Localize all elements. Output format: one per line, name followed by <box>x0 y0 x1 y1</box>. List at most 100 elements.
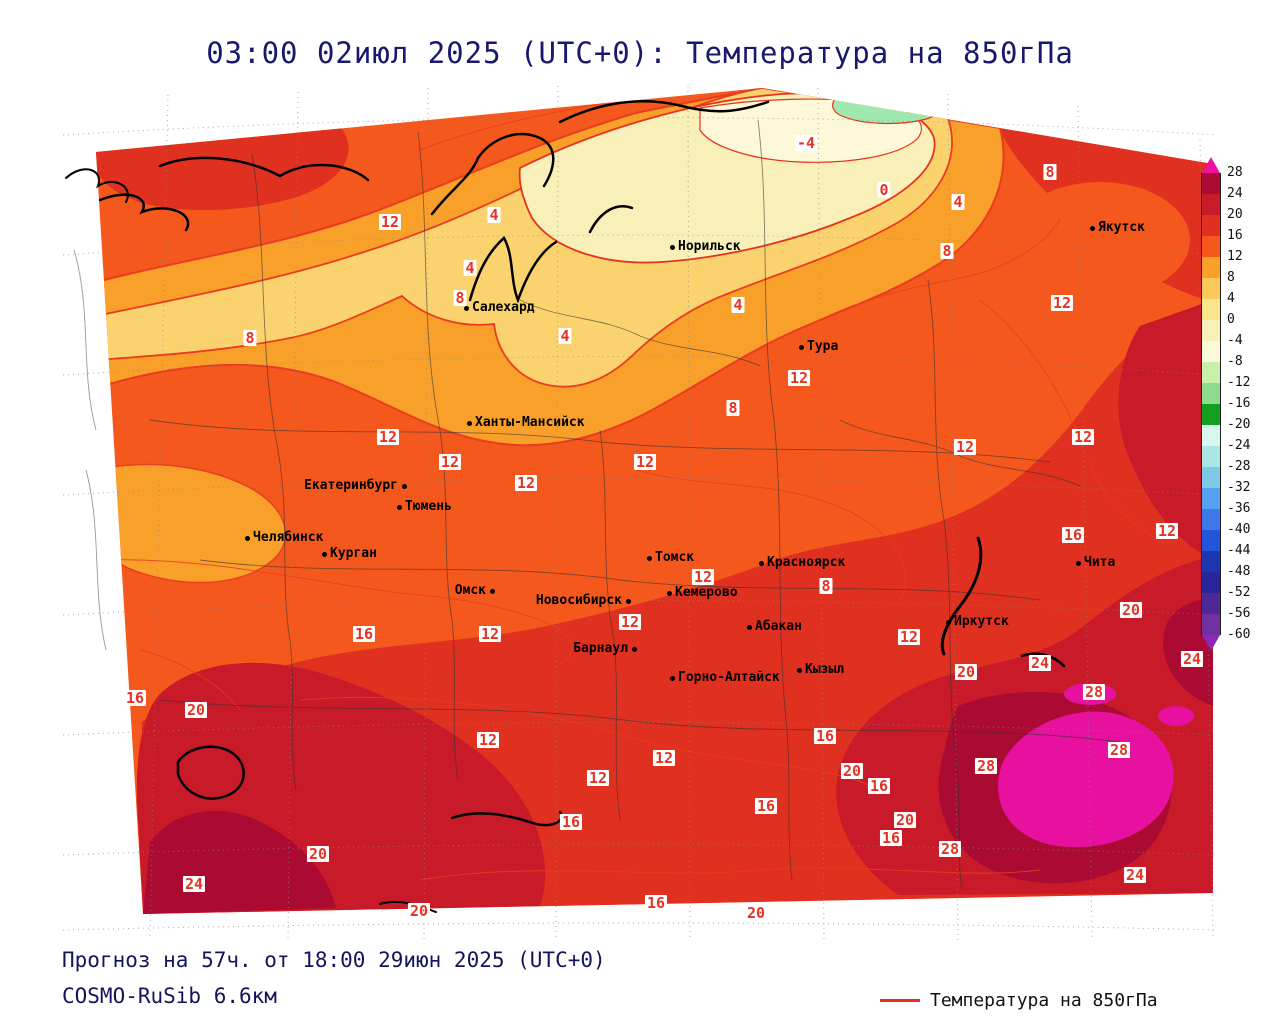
city-dot-icon <box>1075 560 1081 566</box>
admin-borders-layer <box>149 119 1121 891</box>
white-sea-coast <box>98 193 190 232</box>
contour-label: 16 <box>754 797 778 815</box>
page-title: 03:00 02июл 2025 (UTC+0): Температура на… <box>206 36 1074 70</box>
contour-label: 28 <box>938 840 962 858</box>
city-dot-icon <box>669 675 675 681</box>
colorbar-arrow-down-icon <box>1202 635 1220 651</box>
legend-line-sample <box>880 999 920 1002</box>
colorbar-tick-label: -16 <box>1227 396 1251 411</box>
colorbar-tick-label: 4 <box>1227 291 1235 306</box>
city-label: Тюмень <box>405 499 452 514</box>
contour-label: 12 <box>438 453 462 471</box>
contour-label: 20 <box>306 845 330 863</box>
contour-label: 20 <box>840 762 864 780</box>
city-label: Кызыл <box>805 662 845 677</box>
contour-label: 20 <box>1119 601 1143 619</box>
colorbar-tick-label: 16 <box>1227 228 1243 243</box>
city-label: Томск <box>655 550 695 565</box>
colorbar-segment <box>1202 236 1220 257</box>
contour-label: 4 <box>951 193 965 211</box>
contour-label: 4 <box>487 206 501 224</box>
contour-label: 16 <box>813 727 837 745</box>
city-dot-icon <box>646 555 652 561</box>
colorbar-segment <box>1202 509 1220 530</box>
city-dot-icon <box>1089 225 1095 231</box>
contour-label: 8 <box>726 399 740 417</box>
colorbar-tick-label: 20 <box>1227 207 1243 222</box>
colorbar-tick-label: -4 <box>1227 333 1243 348</box>
contour-label: 8 <box>819 577 833 595</box>
contour-label: 8 <box>940 242 954 260</box>
colorbar-tick-label: -12 <box>1227 375 1251 390</box>
colorbar-tick-label: -20 <box>1227 417 1251 432</box>
contour-label: 12 <box>478 625 502 643</box>
contour-label: 12 <box>514 474 538 492</box>
colorbar-segment <box>1202 551 1220 572</box>
contour-label: 8 <box>1043 163 1057 181</box>
city-dot-icon <box>798 344 804 350</box>
city-dot-icon <box>669 244 675 250</box>
colorbar-segment <box>1202 362 1220 383</box>
ob-estuary <box>468 236 558 304</box>
city-dot-icon <box>625 598 631 604</box>
contour-label: 8 <box>243 329 257 347</box>
contour-label: 20 <box>893 811 917 829</box>
colorbar-segment <box>1202 320 1220 341</box>
city-label: Салехард <box>472 300 535 315</box>
colorbar-tick-label: 28 <box>1227 165 1243 180</box>
colorbar-tick-label: -48 <box>1227 564 1251 579</box>
taz-estuary <box>588 205 634 234</box>
colorbar-tick-label: -28 <box>1227 459 1251 474</box>
contour-label: 20 <box>184 701 208 719</box>
colorbar-tick-label: -52 <box>1227 585 1251 600</box>
colorbar-segment <box>1202 593 1220 614</box>
contour-label: 24 <box>1123 866 1147 884</box>
model-info-text: COSMO-RuSib 6.6км <box>62 984 277 1008</box>
coastline-layer <box>98 100 1066 827</box>
city-dot-icon <box>758 560 764 566</box>
colorbar-segment <box>1202 488 1220 509</box>
city-dot-icon <box>945 619 951 625</box>
colorbar-segment <box>1202 404 1220 425</box>
contour-label: 12 <box>586 769 610 787</box>
contour-label: 12 <box>652 749 676 767</box>
city-dot-icon <box>321 551 327 557</box>
contour-label: 24 <box>1180 650 1204 668</box>
contour-label: 28 <box>1107 741 1131 759</box>
kara-sea-coast <box>558 100 770 124</box>
contour-label: 8 <box>453 289 467 307</box>
city-label: Екатеринбург <box>304 478 398 493</box>
contour-label: 12 <box>1050 294 1074 312</box>
nw-coastline <box>158 156 370 182</box>
city-label: Ханты-Мансийск <box>475 415 585 430</box>
outside-domain-borders <box>73 249 107 651</box>
city-label: Иркутск <box>954 614 1009 629</box>
colorbar-segment <box>1202 425 1220 446</box>
colorbar-arrow-up-icon <box>1202 157 1220 173</box>
colorbar-tick-label: -8 <box>1227 354 1243 369</box>
colorbar-segments <box>1201 173 1221 635</box>
colorbar-segment <box>1202 257 1220 278</box>
city-dot-icon <box>466 420 472 426</box>
colorbar-tick-label: -44 <box>1227 543 1251 558</box>
city-label: Курган <box>330 546 377 561</box>
city-dot-icon <box>396 504 402 510</box>
colorbar-tick-label: -60 <box>1227 627 1251 642</box>
city-dot-icon <box>746 624 752 630</box>
city-label: Якутск <box>1098 220 1145 235</box>
colorbar-tick-label: -36 <box>1227 501 1251 516</box>
colorbar-segment <box>1202 383 1220 404</box>
contour-label: 20 <box>407 902 431 920</box>
colorbar-segment <box>1202 572 1220 593</box>
contour-label: 4 <box>463 259 477 277</box>
contour-label: 0 <box>877 181 891 199</box>
city-dot-icon <box>631 646 637 652</box>
colorbar-tick-label: 0 <box>1227 312 1235 327</box>
contour-label: -4 <box>794 134 818 152</box>
contour-label: 16 <box>1061 526 1085 544</box>
contour-label: 12 <box>897 628 921 646</box>
city-label: Челябинск <box>253 530 324 545</box>
city-label: Барнаул <box>573 641 628 656</box>
colorbar-tick-label: 8 <box>1227 270 1235 285</box>
contour-label: 12 <box>633 453 657 471</box>
